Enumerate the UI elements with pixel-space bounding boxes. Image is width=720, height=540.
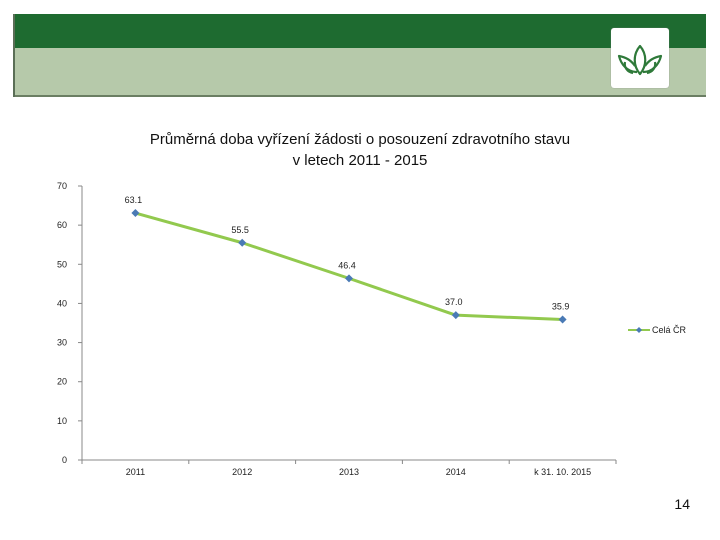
- data-label: 46.4: [338, 260, 356, 270]
- header-banner: [13, 14, 706, 97]
- y-tick-label: 50: [57, 259, 67, 269]
- data-label: 35.9: [552, 301, 570, 311]
- y-tick-label: 70: [57, 181, 67, 191]
- data-point-marker: [451, 311, 460, 320]
- y-tick-label: 40: [57, 298, 67, 308]
- chart-title: Průměrná doba vyřízení žádosti o posouze…: [80, 129, 640, 171]
- leaf-logo-icon: [611, 28, 669, 88]
- banner-bottom-band: [15, 48, 706, 97]
- y-tick-label: 30: [57, 338, 67, 348]
- data-point-marker: [558, 315, 567, 324]
- chart-title-line-1: Průměrná doba vyřízení žádosti o posouze…: [149, 131, 571, 148]
- data-point-marker: [345, 274, 353, 283]
- banner-top-band: [15, 14, 706, 48]
- legend-swatch-marker: [636, 327, 642, 333]
- data-label: 55.5: [231, 225, 249, 235]
- y-tick-label: 60: [57, 220, 67, 230]
- x-tick-label: 2011: [126, 467, 145, 477]
- banner-edge: [13, 14, 15, 97]
- chart-title-line-2: v letech 2011 - 2015: [292, 152, 428, 169]
- data-point-marker: [131, 209, 140, 218]
- x-tick-label: k 31. 10. 2015: [534, 467, 591, 477]
- data-label: 37.0: [445, 297, 463, 307]
- data-point-marker: [238, 238, 247, 247]
- x-tick-label: 2014: [446, 467, 466, 477]
- data-label: 63.1: [125, 195, 143, 205]
- x-tick-label: 2013: [339, 467, 359, 477]
- y-tick-label: 20: [57, 377, 67, 387]
- y-tick-label: 0: [62, 455, 67, 465]
- x-tick-label: 2012: [232, 467, 252, 477]
- legend-label: Celá ČR: [652, 325, 687, 335]
- y-tick-label: 10: [57, 416, 67, 426]
- page-number: 14: [674, 496, 690, 512]
